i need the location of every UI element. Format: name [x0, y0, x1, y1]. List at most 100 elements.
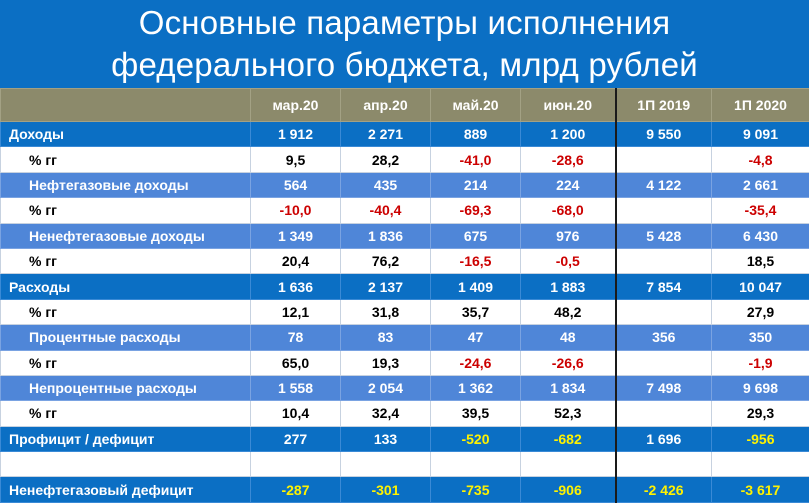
table-cell: -40,4 [341, 198, 431, 223]
table-cell: -1,9 [712, 350, 809, 375]
table-cell [616, 299, 712, 324]
row-label: % гг [1, 350, 251, 375]
header-corner-cell [1, 89, 251, 122]
table-cell: -10,0 [251, 198, 341, 223]
table-cell [616, 350, 712, 375]
table-cell: 65,0 [251, 350, 341, 375]
row-label: Профицит / дефицит [1, 426, 251, 451]
row-label: Процентные расходы [1, 325, 251, 350]
table-cell: 5 428 [616, 223, 712, 248]
table-cell: 29,3 [712, 401, 809, 426]
row-label: % гг [1, 248, 251, 273]
table-cell: 48 [521, 325, 616, 350]
row-label: Доходы [1, 122, 251, 147]
column-header-may20: май.20 [431, 89, 521, 122]
table-cell: -0,5 [521, 248, 616, 273]
table-cell: 47 [431, 325, 521, 350]
column-header-1h2019: 1П 2019 [616, 89, 712, 122]
table-cell: -68,0 [521, 198, 616, 223]
table-cell: 18,5 [712, 248, 809, 273]
slide-title: Основные параметры исполнения федерально… [0, 0, 809, 88]
table-cell: 83 [341, 325, 431, 350]
table-cell [616, 401, 712, 426]
table-cell: 52,3 [521, 401, 616, 426]
table-cell: 9 091 [712, 122, 809, 147]
table-cell: -287 [251, 477, 341, 502]
table-cell: 31,8 [341, 299, 431, 324]
table-cell [712, 452, 809, 477]
table-cell: -2 426 [616, 477, 712, 502]
table-cell: 356 [616, 325, 712, 350]
table-cell: 1 362 [431, 375, 521, 400]
row-label: Ненефтегазовый дефицит [1, 477, 251, 502]
table-cell: 1 836 [341, 223, 431, 248]
table-cell: 214 [431, 172, 521, 197]
table-cell [251, 452, 341, 477]
table-cell: -520 [431, 426, 521, 451]
table-cell: 889 [431, 122, 521, 147]
table-cell: 277 [251, 426, 341, 451]
table-cell: 675 [431, 223, 521, 248]
table-cell: 76,2 [341, 248, 431, 273]
table-cell: 9 698 [712, 375, 809, 400]
table-cell: 32,4 [341, 401, 431, 426]
table-cell: -35,4 [712, 198, 809, 223]
row-label [1, 452, 251, 477]
table-cell: 1 200 [521, 122, 616, 147]
title-line-2: федерального бюджета, млрд рублей [0, 44, 809, 86]
table-cell: 35,7 [431, 299, 521, 324]
table-cell [616, 452, 712, 477]
table-cell: -41,0 [431, 147, 521, 172]
table-cell [616, 147, 712, 172]
table-cell: -69,3 [431, 198, 521, 223]
row-label: Ненефтегазовые доходы [1, 223, 251, 248]
table-cell: 7 498 [616, 375, 712, 400]
table-cell: 19,3 [341, 350, 431, 375]
table-cell: -956 [712, 426, 809, 451]
table-cell: 9 550 [616, 122, 712, 147]
table-header-row: мар.20 апр.20 май.20 июн.20 1П 2019 1П 2… [1, 89, 809, 122]
table-cell: 224 [521, 172, 616, 197]
table-cell: 6 430 [712, 223, 809, 248]
table-cell: 1 912 [251, 122, 341, 147]
table-cell: 976 [521, 223, 616, 248]
table-cell: -24,6 [431, 350, 521, 375]
table-cell: 1 636 [251, 274, 341, 299]
table-cell: -16,5 [431, 248, 521, 273]
table-cell: 28,2 [341, 147, 431, 172]
table-cell: 9,5 [251, 147, 341, 172]
row-label: % гг [1, 198, 251, 223]
table-cell: 1 558 [251, 375, 341, 400]
table-cell: -906 [521, 477, 616, 502]
table-cell: -26,6 [521, 350, 616, 375]
table-cell: 27,9 [712, 299, 809, 324]
table-cell: 10 047 [712, 274, 809, 299]
row-label: % гг [1, 401, 251, 426]
table-cell: 1 349 [251, 223, 341, 248]
table-cell: 10,4 [251, 401, 341, 426]
title-line-1: Основные параметры исполнения [0, 2, 809, 44]
table-cell: 78 [251, 325, 341, 350]
row-label: Непроцентные расходы [1, 375, 251, 400]
table-cell [521, 452, 616, 477]
table-cell: -4,8 [712, 147, 809, 172]
column-header-apr20: апр.20 [341, 89, 431, 122]
table-cell: 1 409 [431, 274, 521, 299]
table-cell: 2 661 [712, 172, 809, 197]
table-row [1, 452, 809, 477]
row-label: Нефтегазовые доходы [1, 172, 251, 197]
table-cell: -28,6 [521, 147, 616, 172]
table-cell: 350 [712, 325, 809, 350]
table-cell: 435 [341, 172, 431, 197]
